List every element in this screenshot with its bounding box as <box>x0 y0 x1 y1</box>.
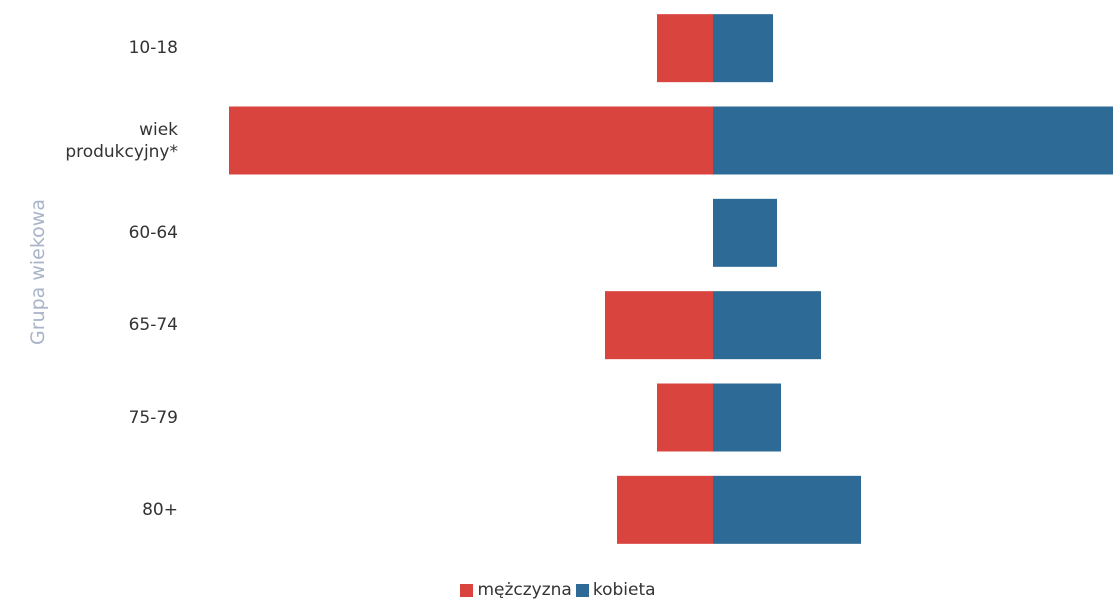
legend-item: kobieta <box>575 580 656 600</box>
y-tick-label: 75-79 <box>128 407 178 428</box>
legend-label: kobieta <box>592 580 656 600</box>
bar <box>617 475 713 544</box>
bar <box>657 383 713 452</box>
legend-item: mężczyzna <box>460 580 572 600</box>
legend-swatch <box>460 583 474 597</box>
bar <box>713 198 777 267</box>
bar <box>713 475 861 544</box>
legend: mężczyzna kobieta <box>0 580 1116 602</box>
y-tick-label: 60-64 <box>128 222 178 243</box>
bar <box>605 291 713 360</box>
bar <box>657 14 713 83</box>
bar <box>229 106 713 175</box>
bar <box>713 291 821 360</box>
y-tick-label: 10-18 <box>128 38 178 59</box>
bar <box>713 383 781 452</box>
legend-swatch <box>575 583 589 597</box>
y-tick-label: wiek produkcyjny* <box>65 119 178 162</box>
bar <box>713 106 1113 175</box>
legend-label: mężczyzna <box>477 580 572 600</box>
bar <box>713 14 773 83</box>
y-tick-label: 80+ <box>142 499 178 520</box>
y-tick-label: 65-74 <box>128 315 178 336</box>
